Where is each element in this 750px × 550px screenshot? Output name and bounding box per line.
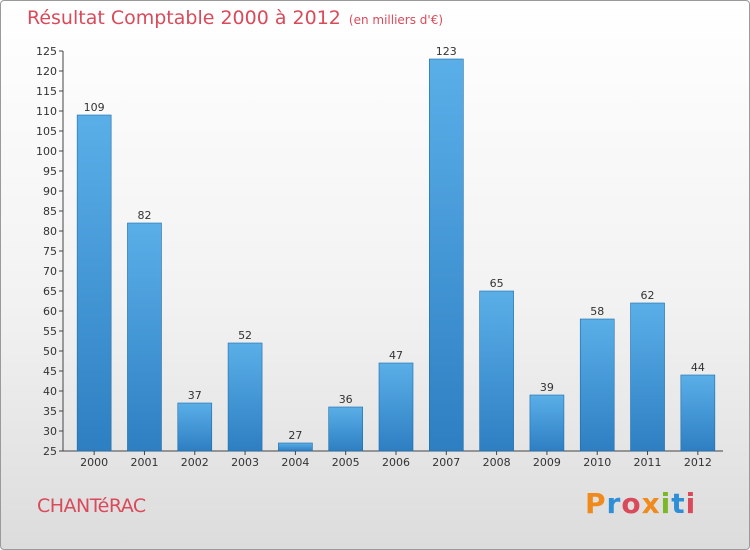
x-tick-label-2003: 2003 [231,456,259,469]
logo-letter: o [621,487,642,520]
bar-2002 [177,402,213,452]
bar-2009 [529,394,565,452]
data-label-2002: 37 [188,389,202,402]
x-tick-label-2007: 2007 [432,456,460,469]
bar-2008 [479,290,514,452]
bar-2001 [127,222,162,452]
bar-2011 [630,302,665,452]
bar-2007 [429,58,464,452]
x-tick-label-2010: 2010 [583,456,611,469]
bar-2006 [378,362,414,452]
y-tick-label: 35 [43,405,57,418]
x-tick-label-2000: 2000 [80,456,108,469]
y-tick-label: 90 [43,185,57,198]
data-label-2008: 65 [490,277,504,290]
y-tick-label: 25 [43,445,57,458]
data-label-2006: 47 [389,349,403,362]
bar-2003 [227,342,263,452]
y-tick-label: 80 [43,225,57,238]
x-tick-label-2011: 2011 [634,456,662,469]
x-tick-label-2004: 2004 [281,456,309,469]
y-tick-label: 115 [36,85,57,98]
y-tick-label: 65 [43,285,57,298]
y-tick-label: 125 [36,45,57,58]
bar-2012 [680,374,716,452]
data-label-2007: 123 [436,45,457,58]
x-tick-label-2002: 2002 [181,456,209,469]
logo-letter: i [685,487,697,520]
y-tick-label: 75 [43,245,57,258]
y-tick-label: 120 [36,65,57,78]
y-tick-label: 105 [36,125,57,138]
x-tick-label-2008: 2008 [483,456,511,469]
logo-letter: t [671,487,686,520]
logo-letter: r [606,487,622,520]
data-label-2005: 36 [339,393,353,406]
y-tick-label: 50 [43,345,57,358]
data-label-2012: 44 [691,361,705,374]
data-label-2001: 82 [137,209,151,222]
x-tick-label-2009: 2009 [533,456,561,469]
x-tick-label-2012: 2012 [684,456,712,469]
data-label-2000: 109 [84,101,105,114]
commune-name: CHANTéRAC [37,495,146,517]
x-tick-label-2001: 2001 [130,456,158,469]
proxiti-logo[interactable]: Proxiti [585,487,696,520]
y-tick-label: 55 [43,325,57,338]
y-tick-label: 110 [36,105,57,118]
y-tick-label: 45 [43,365,57,378]
chart-title: Résultat Comptable 2000 à 2012 (en millie… [27,7,443,29]
y-tick-label: 30 [43,425,57,438]
chart-subtitle: (en milliers d'€) [348,13,444,27]
data-label-2011: 62 [641,289,655,302]
y-tick-label: 100 [36,145,57,158]
logo-letter: P [585,487,607,520]
y-tick-label: 85 [43,205,57,218]
y-tick-label: 70 [43,265,57,278]
y-tick-label: 95 [43,165,57,178]
data-label-2010: 58 [590,305,604,318]
x-tick-label-2006: 2006 [382,456,410,469]
y-tick-label: 40 [43,385,57,398]
data-label-2003: 52 [238,329,252,342]
x-tick-label-2005: 2005 [332,456,360,469]
bar-2000 [76,114,112,452]
bar-2004 [278,442,313,452]
bar-2005 [328,406,363,452]
bar-2010 [579,318,615,452]
chart-title-text: Résultat Comptable 2000 à 2012 [27,7,341,29]
logo-letter: i [660,487,672,520]
y-tick-label: 60 [43,305,57,318]
data-label-2004: 27 [288,429,302,442]
data-label-2009: 39 [540,381,554,394]
logo-letter: x [641,487,661,520]
